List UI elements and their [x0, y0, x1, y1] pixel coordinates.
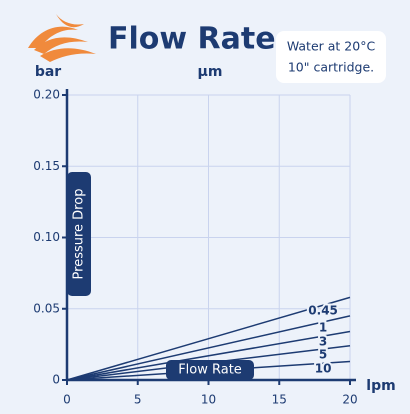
- y-label: Pressure Drop: [72, 189, 87, 280]
- y-label-box: [67, 172, 91, 296]
- series-line: [66, 330, 351, 381]
- note: Water at 20°C: [287, 39, 376, 54]
- x-label: Flow Rate: [178, 363, 242, 378]
- series-label: 1: [319, 320, 327, 334]
- x-tick-label: 15: [272, 393, 287, 407]
- series-line: [66, 315, 351, 381]
- chart-title: Flow Rate: [108, 22, 276, 57]
- series-label: 10: [315, 362, 332, 376]
- series-unit: µm: [198, 64, 223, 80]
- logo: [28, 14, 96, 62]
- y-tick-label: 0.15: [33, 159, 60, 173]
- series-label: 3: [319, 335, 327, 349]
- y-tick-label: 0.20: [33, 88, 60, 102]
- x-unit: lpm: [366, 378, 395, 394]
- note-box: [276, 31, 386, 83]
- y-unit: bar: [35, 64, 61, 80]
- x-tick-label: 10: [201, 393, 216, 407]
- x-tick-label: 20: [342, 393, 357, 407]
- x-label-box: [166, 360, 254, 380]
- x-tick-label: 5: [134, 393, 142, 407]
- y-tick-label: 0.10: [33, 230, 60, 244]
- series-label: 0.45: [308, 304, 338, 318]
- series-line: [66, 296, 351, 381]
- y-tick-label: 0.05: [33, 301, 60, 315]
- x-tick-label: 0: [63, 393, 71, 407]
- series-label: 5: [319, 348, 327, 362]
- y-tick-label: 0: [52, 373, 60, 387]
- note: 10" cartridge.: [288, 60, 374, 75]
